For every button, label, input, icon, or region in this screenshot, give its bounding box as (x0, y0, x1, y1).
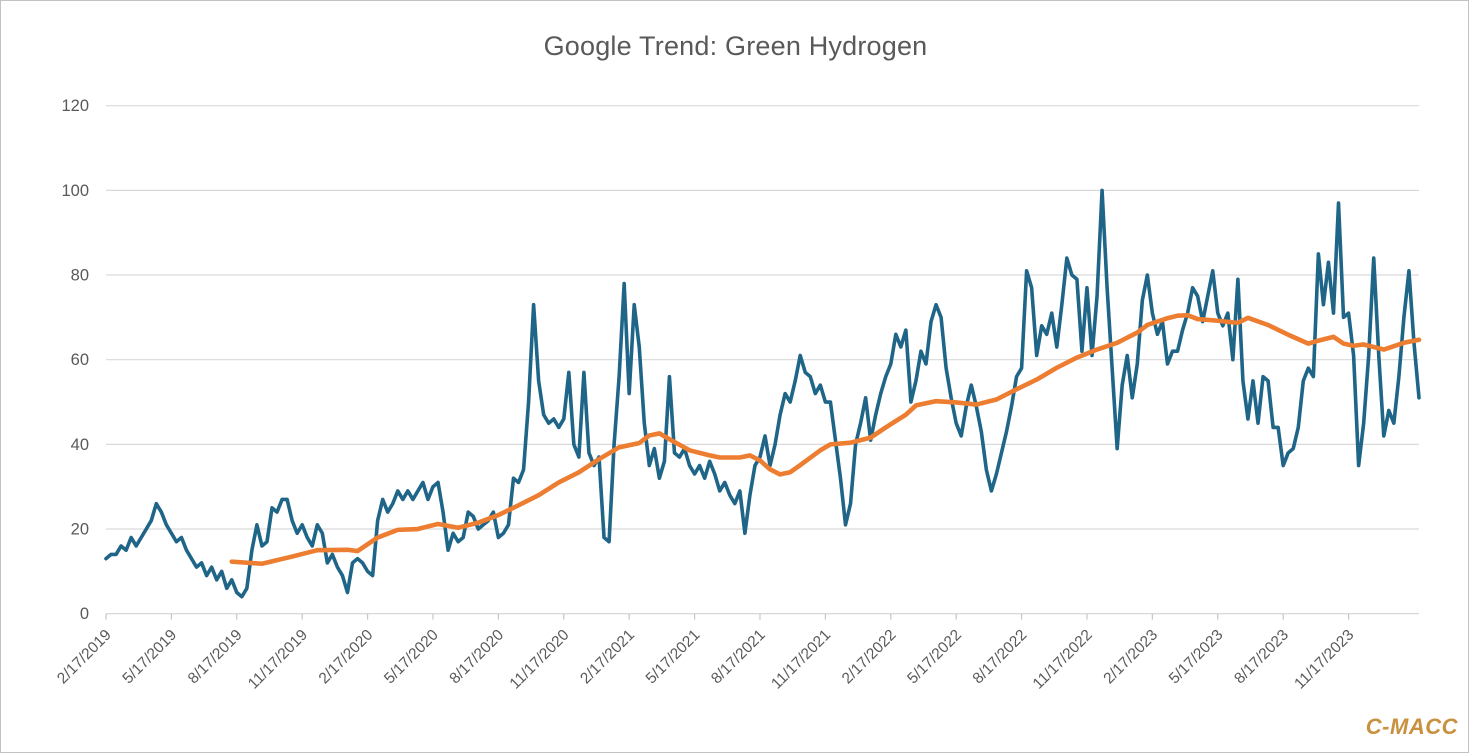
svg-text:100: 100 (61, 182, 89, 200)
svg-text:8/17/2022: 8/17/2022 (970, 627, 1031, 688)
svg-text:5/17/2019: 5/17/2019 (119, 627, 180, 688)
svg-text:11/17/2020: 11/17/2020 (507, 626, 573, 692)
x-axis-ticks (105, 613, 1350, 620)
svg-text:2/17/2019: 2/17/2019 (54, 627, 115, 688)
weekly-series-line (104, 188, 1421, 599)
brand-logo: C-MACC (1365, 714, 1458, 739)
svg-text:120: 120 (61, 97, 89, 115)
svg-text:60: 60 (71, 351, 89, 369)
svg-text:11/17/2022: 11/17/2022 (1030, 627, 1096, 693)
svg-text:8/17/2020: 8/17/2020 (446, 626, 507, 687)
x-axis-labels: 2/17/2019 5/17/2019 8/17/2019 11/17/2019 2/1… (54, 626, 1357, 692)
svg-text:2/17/2022: 2/17/2022 (839, 627, 900, 688)
moving-average-line (229, 312, 1422, 567)
svg-text:11/17/2021: 11/17/2021 (768, 627, 834, 693)
svg-text:80: 80 (71, 267, 89, 285)
svg-text:2/17/2021: 2/17/2021 (577, 627, 638, 688)
y-gridlines (106, 105, 1419, 615)
svg-text:8/17/2023: 8/17/2023 (1231, 627, 1292, 688)
svg-text:5/17/2022: 5/17/2022 (904, 627, 965, 688)
svg-text:5/17/2023: 5/17/2023 (1166, 627, 1227, 688)
svg-text:20: 20 (71, 521, 89, 539)
svg-text:0: 0 (80, 605, 89, 623)
svg-text:2/17/2023: 2/17/2023 (1100, 627, 1161, 688)
y-axis-labels: 0 20 40 60 80 100 120 (61, 97, 89, 623)
svg-text:11/17/2019: 11/17/2019 (245, 627, 311, 693)
svg-text:5/17/2021: 5/17/2021 (643, 627, 704, 688)
svg-text:11/17/2023: 11/17/2023 (1291, 627, 1357, 693)
svg-text:2/17/2020: 2/17/2020 (316, 626, 377, 687)
svg-text:8/17/2019: 8/17/2019 (185, 627, 246, 688)
svg-text:8/17/2021: 8/17/2021 (708, 627, 769, 688)
svg-text:5/17/2020: 5/17/2020 (381, 626, 442, 687)
chart-title: Google Trend: Green Hydrogen (543, 31, 928, 61)
svg-text:40: 40 (71, 436, 89, 454)
